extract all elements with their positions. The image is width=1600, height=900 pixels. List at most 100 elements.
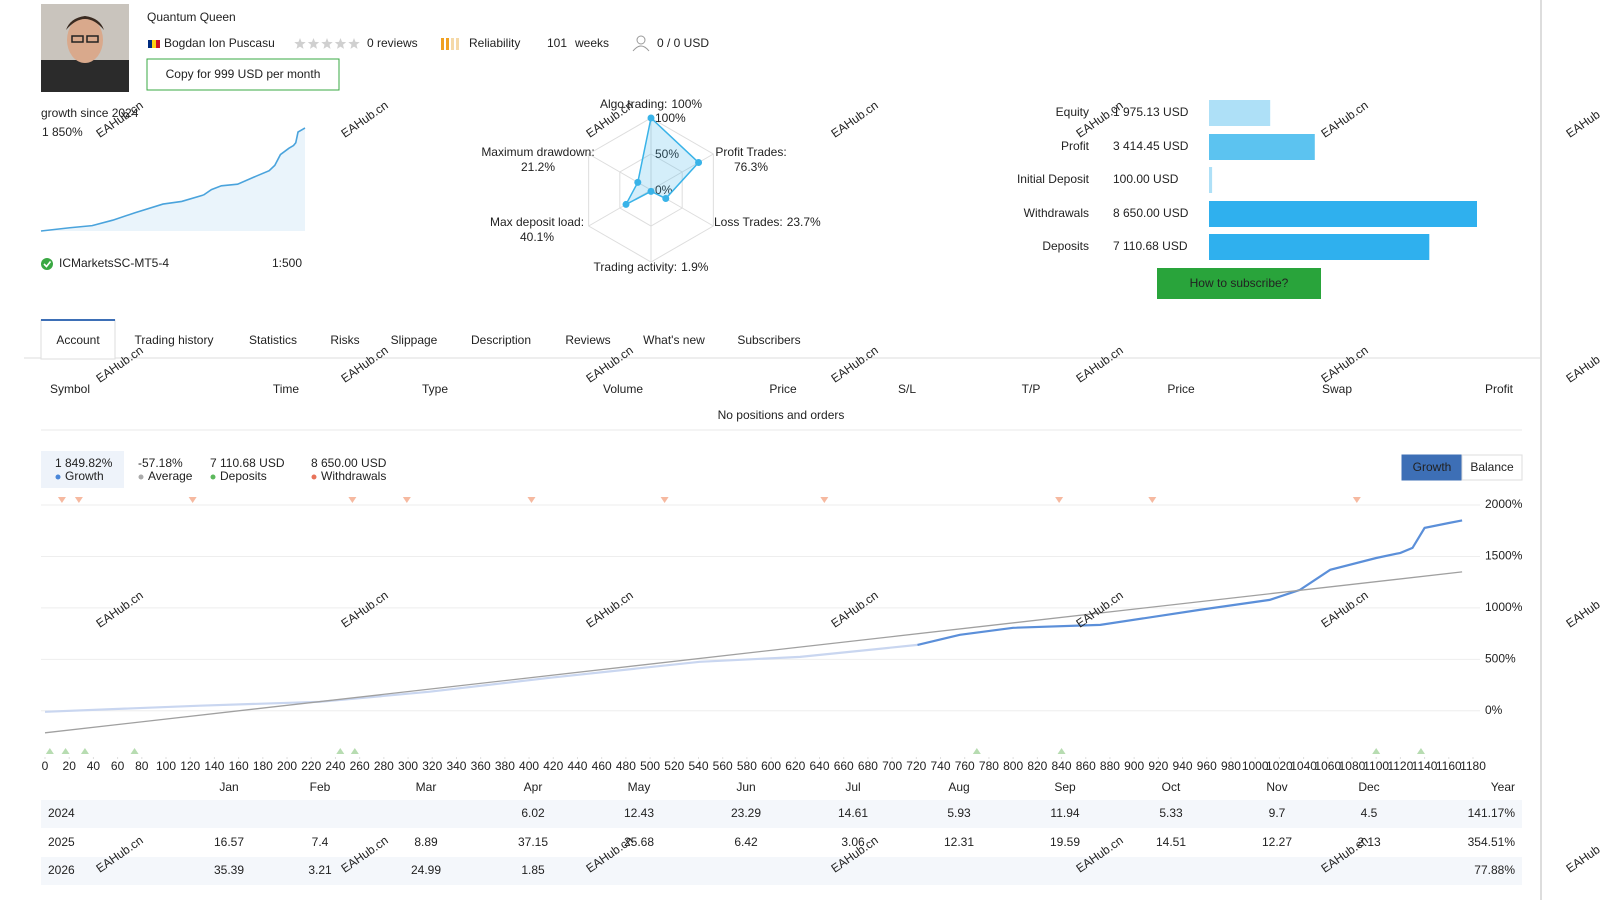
x-tick-label: 980 bbox=[1221, 759, 1241, 773]
month-header: Apr bbox=[524, 780, 543, 794]
line-series bbox=[44, 643, 918, 713]
broker[interactable]: ICMarketsSC-MT5-4 bbox=[59, 256, 169, 270]
tab[interactable]: Reviews bbox=[565, 333, 610, 347]
x-tick-label: 640 bbox=[809, 759, 829, 773]
tab[interactable]: What's new bbox=[643, 333, 705, 347]
stat-highlight bbox=[41, 451, 124, 488]
radar-point bbox=[647, 114, 655, 122]
star bbox=[321, 38, 333, 49]
column-header: Swap bbox=[1322, 382, 1352, 396]
month-header: Feb bbox=[310, 780, 331, 794]
tab[interactable]: Risks bbox=[330, 333, 359, 347]
withdrawal-marker bbox=[188, 497, 197, 503]
x-tick-label: 80 bbox=[135, 759, 149, 773]
title[interactable]: Quantum Queen bbox=[147, 10, 236, 24]
radar-value: 100% bbox=[671, 97, 702, 111]
y-tick-label: 0% bbox=[1485, 703, 1503, 717]
tab[interactable]: Trading history bbox=[135, 333, 214, 347]
tab[interactable]: Description bbox=[471, 333, 531, 347]
sparkline bbox=[40, 194, 204, 232]
star bbox=[348, 38, 360, 49]
column-header: Price bbox=[1167, 382, 1195, 396]
x-tick-label: 680 bbox=[858, 759, 878, 773]
x-tick-label: 620 bbox=[785, 759, 805, 773]
month-value: 14.51 bbox=[1156, 835, 1186, 849]
year-label: 2025 bbox=[48, 835, 75, 849]
month-header: Mar bbox=[416, 780, 437, 794]
toggle-button[interactable] bbox=[1401, 454, 1463, 481]
month-header: Oct bbox=[1162, 780, 1181, 794]
reliability-bar bbox=[446, 38, 449, 50]
radar-category: Trading activity: bbox=[594, 260, 678, 274]
stat-label: Growth bbox=[65, 469, 104, 483]
growth-value: 1 850% bbox=[42, 125, 83, 139]
radar-category: Max deposit load: bbox=[490, 215, 584, 229]
month-header: Year bbox=[1491, 780, 1515, 794]
month-value: 24.99 bbox=[411, 863, 441, 877]
x-tick-label: 900 bbox=[1124, 759, 1144, 773]
copy-button-label[interactable]: Copy for 999 USD per month bbox=[166, 67, 321, 81]
toggle-button[interactable] bbox=[1461, 454, 1523, 481]
subscribers-icon bbox=[632, 45, 650, 52]
bar-label: Deposits bbox=[1042, 239, 1089, 253]
radar-category: Maximum drawdown: bbox=[481, 145, 594, 159]
deposit-marker bbox=[1416, 748, 1425, 754]
month-value: 6.42 bbox=[734, 835, 758, 849]
x-tick-label: 460 bbox=[592, 759, 612, 773]
month-value: 12.31 bbox=[944, 835, 974, 849]
deposit-marker bbox=[350, 748, 359, 754]
withdrawal-marker bbox=[1055, 497, 1064, 503]
stat-value: -57.18% bbox=[138, 456, 183, 470]
stat-dot bbox=[55, 474, 61, 480]
month-value: 8.89 bbox=[414, 835, 438, 849]
deposit-marker bbox=[972, 748, 981, 754]
tab[interactable]: Statistics bbox=[249, 333, 297, 347]
month-value: 23.29 bbox=[731, 806, 761, 820]
y-tick-label: 500% bbox=[1485, 651, 1516, 665]
stat-dot bbox=[311, 474, 317, 480]
flag bbox=[148, 40, 160, 48]
tab[interactable]: Account bbox=[56, 333, 100, 347]
x-tick-label: 1120 bbox=[1387, 759, 1413, 773]
year-label: 2026 bbox=[48, 863, 75, 877]
sparkline bbox=[203, 127, 306, 196]
x-tick-label: 760 bbox=[955, 759, 975, 773]
radar-label: Trading activity: 1.9% bbox=[594, 260, 709, 274]
month-value: 12.43 bbox=[624, 806, 654, 820]
deposit-marker bbox=[80, 748, 89, 754]
radar-value: 76.3% bbox=[734, 160, 768, 174]
weeks-unit: weeks bbox=[574, 36, 609, 50]
column-header: Symbol bbox=[50, 382, 90, 396]
subscribe-label[interactable]: How to subscribe? bbox=[1190, 276, 1289, 290]
x-tick-label: 60 bbox=[111, 759, 125, 773]
column-header: S/L bbox=[898, 382, 916, 396]
verified-icon bbox=[43, 261, 52, 268]
x-tick-label: 500 bbox=[640, 759, 660, 773]
copy-button-frame[interactable] bbox=[146, 58, 340, 91]
withdrawal-marker bbox=[527, 497, 536, 503]
radar-tick-label: 50% bbox=[655, 147, 679, 161]
x-tick-label: 840 bbox=[1052, 759, 1072, 773]
bar bbox=[1209, 134, 1315, 160]
y-tick-label: 1500% bbox=[1485, 549, 1523, 563]
bar bbox=[1209, 201, 1477, 227]
radar-point bbox=[634, 178, 642, 186]
tab[interactable]: Slippage bbox=[391, 333, 438, 347]
radar-point bbox=[622, 200, 630, 208]
subscribe-button[interactable] bbox=[1157, 268, 1321, 299]
x-tick-label: 160 bbox=[229, 759, 249, 773]
stat-dot bbox=[210, 474, 216, 480]
x-tick-label: 860 bbox=[1076, 759, 1096, 773]
tab[interactable]: Subscribers bbox=[737, 333, 800, 347]
radar-point bbox=[647, 187, 655, 195]
toggle-label[interactable]: Balance bbox=[1470, 460, 1514, 474]
x-tick-label: 340 bbox=[446, 759, 466, 773]
column-header: Profit bbox=[1485, 382, 1514, 396]
x-tick-label: 920 bbox=[1148, 759, 1168, 773]
withdrawal-marker bbox=[348, 497, 357, 503]
toggle-label[interactable]: Growth bbox=[1413, 460, 1452, 474]
month-header: Dec bbox=[1358, 780, 1379, 794]
month-header: Nov bbox=[1266, 780, 1287, 794]
month-value: 25.68 bbox=[624, 835, 654, 849]
